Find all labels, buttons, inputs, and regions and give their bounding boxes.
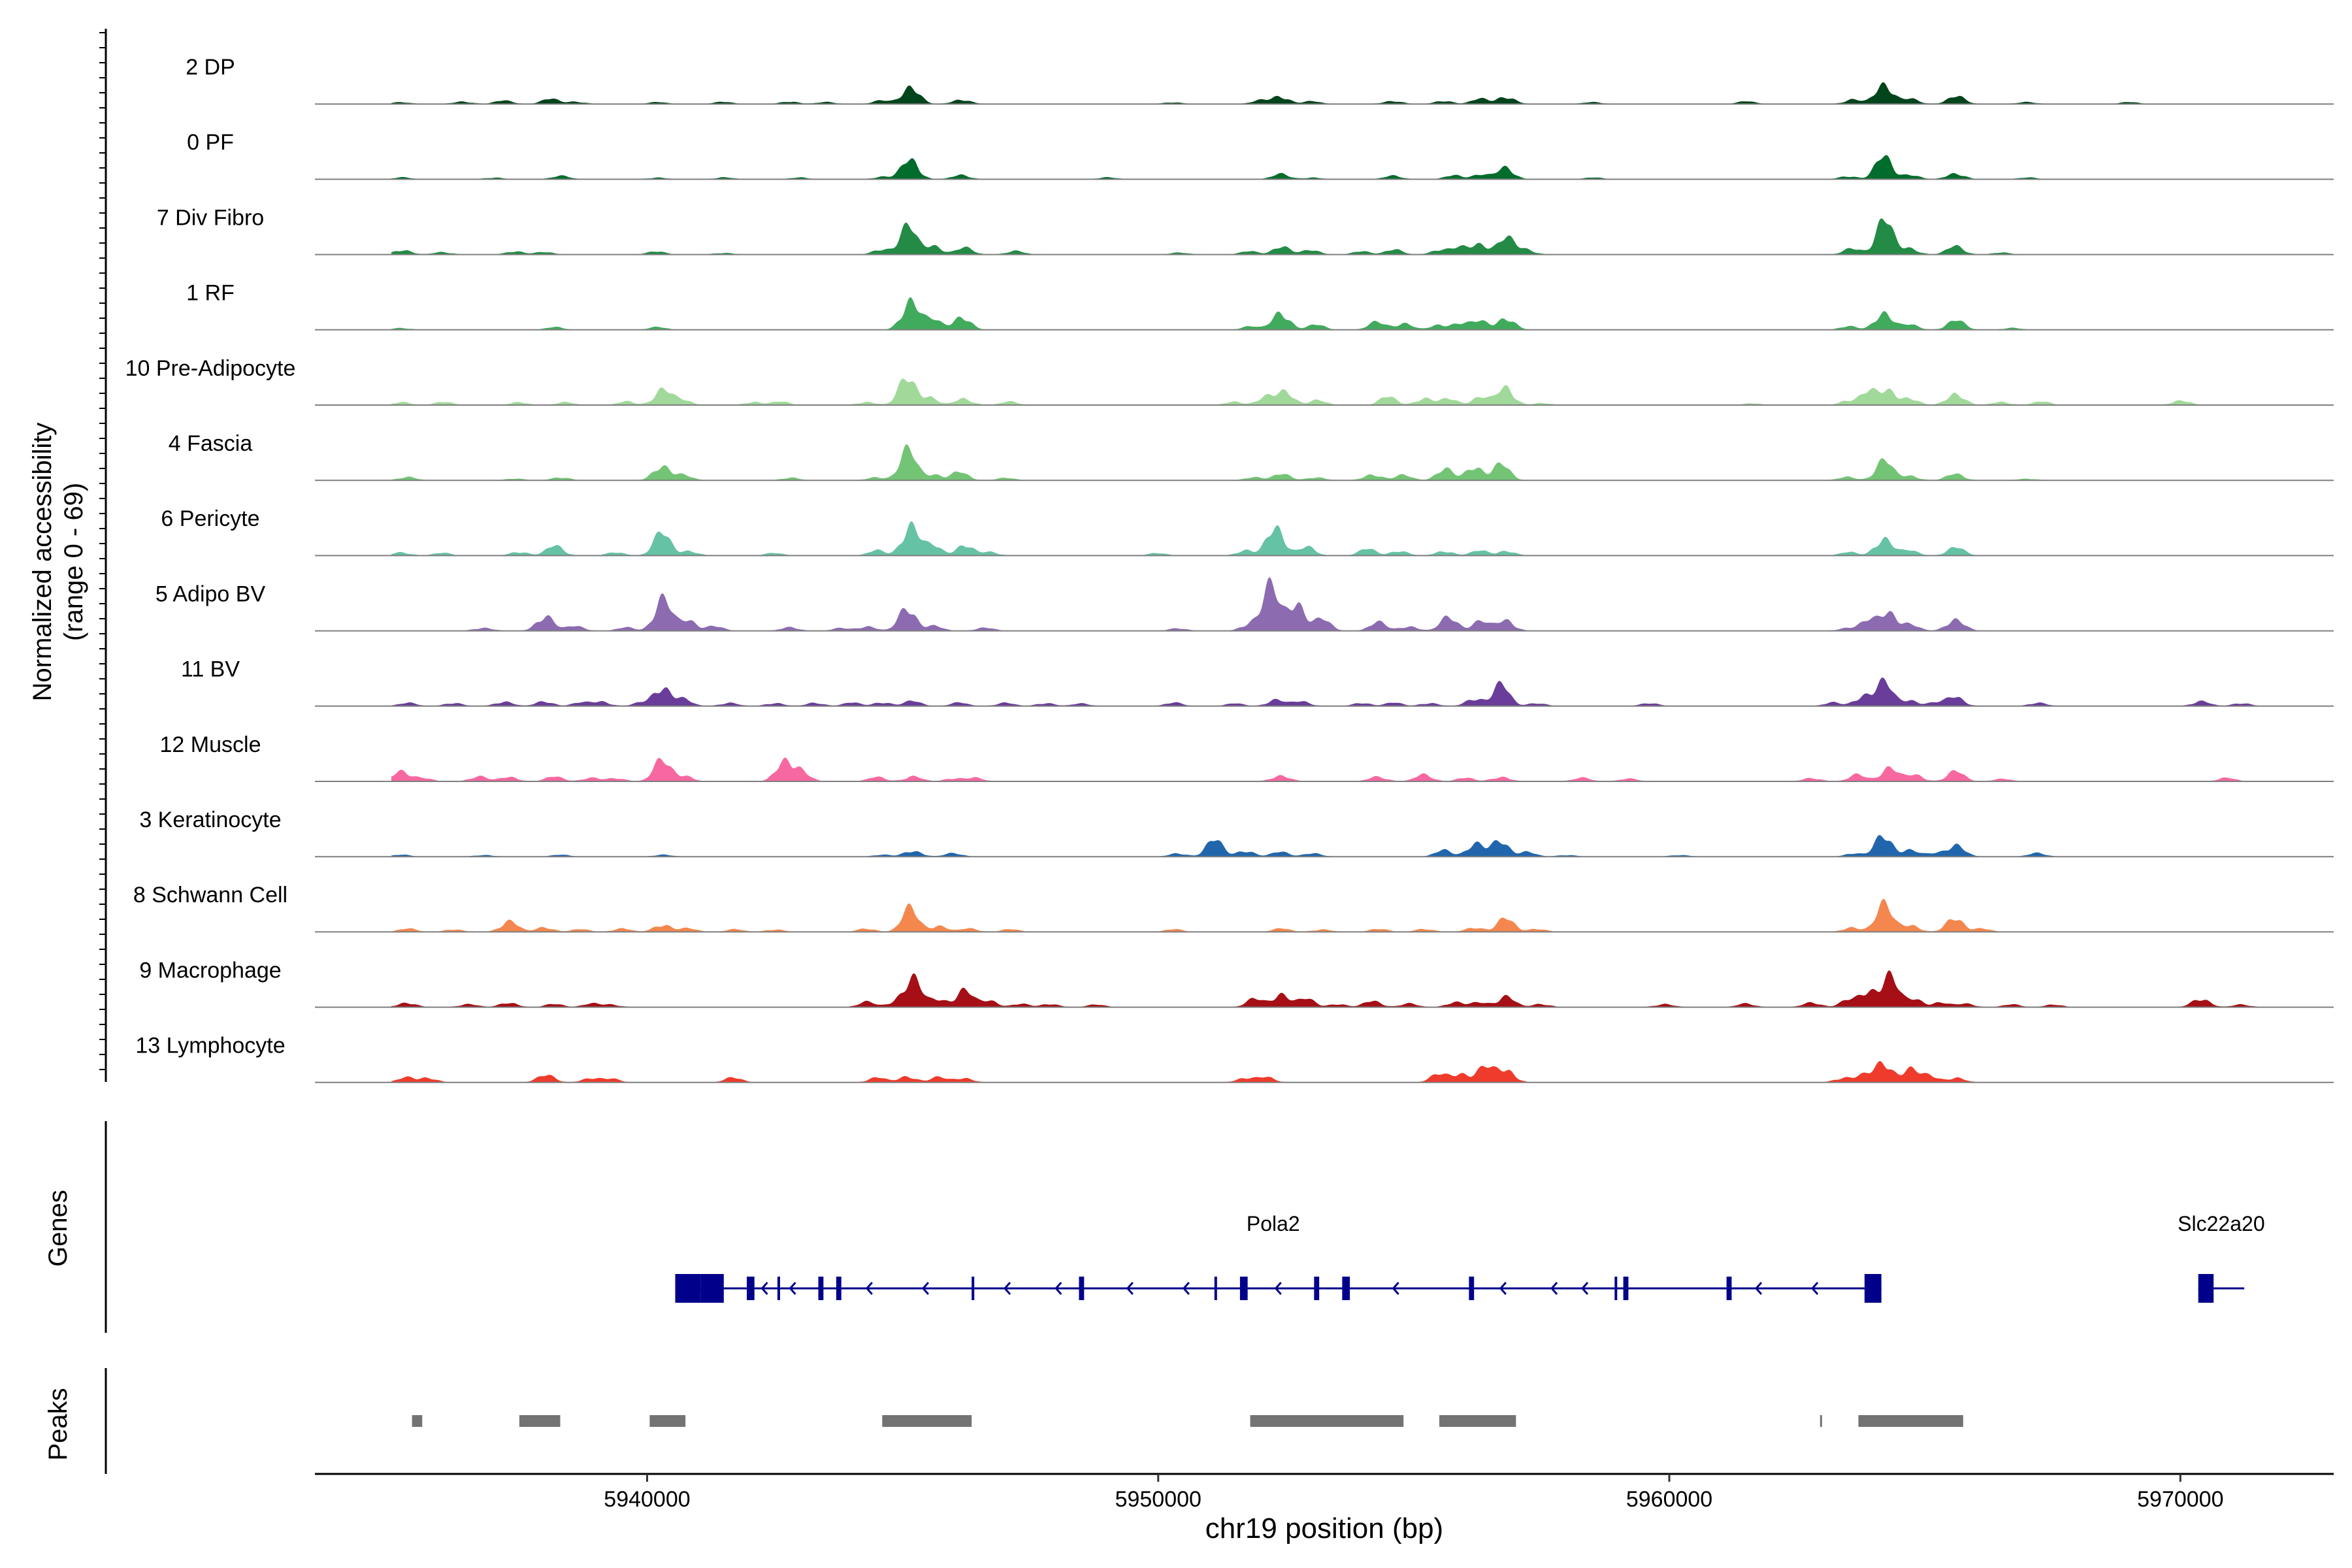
track-5: 10 Pre-Adipocyte (125, 356, 2334, 406)
strand-arrow (760, 1282, 768, 1295)
gene-label: Slc22a20 (2178, 1212, 2264, 1235)
strand-arrow (1499, 1282, 1507, 1295)
track-coverage-area (391, 577, 2257, 631)
x-tick-label: 5940000 (604, 1487, 690, 1512)
track-coverage-area (391, 898, 2257, 932)
strand-arrow (921, 1282, 930, 1295)
strand-arrow (865, 1282, 873, 1295)
coverage-tracks: 2 DP 0 PF 7 Div Fibro 1 RF 10 Pre-Adipocyte 4… (125, 55, 2334, 1083)
track-12: 8 Schwann Cell (133, 883, 2334, 933)
gene-exon (1469, 1277, 1475, 1300)
gene-exon (777, 1277, 780, 1300)
peak-region (412, 1415, 423, 1427)
gene-exon (747, 1277, 755, 1300)
track-14: 13 Lymphocyte (135, 1034, 2334, 1083)
gene-label: Pola2 (1247, 1212, 1300, 1235)
strand-arrow (1126, 1282, 1134, 1295)
gene-exon (2198, 1274, 2214, 1303)
genes-panel-label: Genes (44, 1190, 73, 1267)
gene-exon (1623, 1277, 1629, 1300)
track-label: 6 Pericyte (161, 506, 259, 531)
track-4: 1 RF (186, 281, 2334, 331)
strand-arrow (1004, 1282, 1011, 1295)
peak-region (649, 1415, 686, 1427)
strand-arrow (1811, 1282, 1819, 1295)
track-label: 12 Muscle (160, 732, 261, 757)
track-coverage-area (391, 521, 2257, 556)
gene-exon (700, 1274, 724, 1303)
peak-region (882, 1415, 972, 1427)
strand-arrow (1392, 1282, 1399, 1295)
track-label: 7 Div Fibro (157, 205, 264, 230)
gene-exon (1079, 1277, 1085, 1300)
gene-slc22a20: Slc22a20 (2178, 1212, 2265, 1303)
peak-region (1820, 1415, 1822, 1427)
peak-region (1439, 1415, 1516, 1427)
gene-pola2: Pola2 (675, 1212, 1882, 1303)
track-10: 12 Muscle (160, 732, 2334, 782)
x-tick-label: 5950000 (1115, 1487, 1201, 1512)
gene-exon (1314, 1277, 1320, 1300)
track-13: 9 Macrophage (139, 958, 2334, 1008)
track-label: 13 Lymphocyte (135, 1034, 285, 1058)
track-6: 4 Fascia (169, 431, 2334, 482)
track-label: 5 Adipo BV (155, 581, 266, 606)
y-axis-label-line1: Normalized accessibility (28, 423, 57, 702)
peak-region (1250, 1415, 1404, 1427)
track-label: 4 Fascia (169, 431, 253, 456)
gene-exon (836, 1277, 841, 1300)
gene-exon (818, 1277, 824, 1300)
strand-arrow (1274, 1282, 1282, 1295)
gene-exon (1214, 1277, 1217, 1300)
gene-exon (1342, 1277, 1350, 1300)
track-1: 2 DP (186, 55, 2334, 105)
strand-arrow (1581, 1282, 1589, 1295)
track-label: 2 DP (186, 55, 235, 80)
track-label: 10 Pre-Adipocyte (125, 356, 296, 381)
gene-exon (1614, 1277, 1618, 1300)
track-11: 3 Keratinocyte (139, 808, 2334, 858)
strand-arrow (1054, 1282, 1062, 1295)
track-7: 6 Pericyte (161, 506, 2334, 557)
peak-region (519, 1415, 561, 1427)
gene-exon (1726, 1277, 1732, 1300)
track-label: 3 Keratinocyte (139, 808, 281, 832)
track-label: 1 RF (186, 281, 235, 306)
y-axis-label-line2: (range 0 - 69) (59, 483, 88, 641)
track-label: 11 BV (181, 657, 240, 682)
peaks-panel-label: Peaks (44, 1388, 73, 1460)
gene-exon (972, 1277, 975, 1300)
track-label: 0 PF (187, 130, 234, 155)
strand-arrow (1550, 1282, 1558, 1295)
x-tick-label: 5970000 (2137, 1487, 2223, 1512)
coverage-y-ticks (99, 32, 106, 1070)
x-axis-label: chr19 position (bp) (1205, 1512, 1443, 1544)
track-3: 7 Div Fibro (157, 205, 2334, 255)
gene-annotation: Pola2 Slc22a20 (675, 1212, 2265, 1303)
gene-exon (675, 1274, 701, 1303)
peak-regions (412, 1415, 1963, 1427)
x-axis-ticks: 5940000 5950000 5960000 5970000 (604, 1474, 2224, 1512)
strand-arrow (1182, 1282, 1190, 1295)
track-label: 9 Macrophage (139, 958, 281, 983)
strand-arrow (789, 1282, 796, 1295)
gene-exon (1239, 1277, 1248, 1300)
track-8: 5 Adipo BV (155, 577, 2334, 632)
gene-exon (1864, 1274, 1882, 1303)
track-label: 8 Schwann Cell (133, 883, 287, 907)
peak-region (1858, 1415, 1963, 1427)
track-2: 0 PF (187, 130, 2334, 180)
strand-arrow (1755, 1282, 1763, 1295)
x-tick-label: 5960000 (1626, 1487, 1712, 1512)
track-9: 11 BV (181, 657, 2334, 707)
